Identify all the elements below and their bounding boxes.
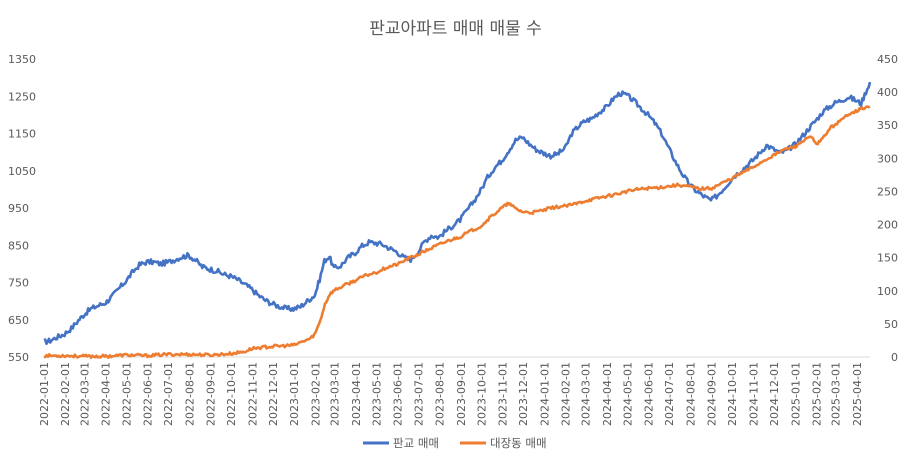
x-tick-label: 2023-11-01 — [497, 362, 510, 426]
chart-title: 판교아파트 매매 매물 수 — [369, 19, 542, 39]
x-tick-label: 2024-10-01 — [726, 362, 739, 426]
series-line-0 — [43, 81, 872, 346]
left-y-tick-label: 550 — [8, 351, 29, 364]
left-y-tick-label: 1050 — [8, 165, 36, 178]
x-tick-label: 2022-08-01 — [183, 362, 196, 426]
x-tick-label: 2023-06-01 — [392, 362, 405, 426]
x-tick-label: 2022-03-01 — [78, 362, 91, 426]
series-layer — [43, 81, 872, 360]
x-tick-label: 2025-02-01 — [811, 362, 824, 426]
right-y-tick-label: 100 — [877, 285, 898, 298]
x-tick-label: 2023-07-01 — [412, 362, 425, 426]
x-tick-label: 2022-06-01 — [142, 362, 155, 426]
x-tick-label: 2022-09-01 — [205, 362, 218, 426]
x-axis: 2022-01-01 2022-02-01 2022-03-01 2022-04-01… — [38, 356, 870, 426]
left-y-tick-label: 850 — [8, 239, 29, 252]
left-y-tick-label: 750 — [8, 277, 29, 290]
x-tick-label: 2023-02-01 — [309, 362, 322, 426]
x-tick-label: 2022-05-01 — [120, 362, 133, 426]
right-y-axis: 0 50 100 150 200 250 300 350 400 450 — [877, 53, 898, 364]
x-tick-label: 2022-07-01 — [162, 362, 175, 426]
x-tick-label: 2024-12-01 — [768, 362, 781, 426]
left-y-tick-label: 1150 — [8, 128, 36, 141]
x-tick-label: 2022-10-01 — [225, 362, 238, 426]
left-y-tick-label: 950 — [8, 202, 29, 215]
x-tick-label: 2025-01-01 — [789, 362, 802, 426]
x-tick-label: 2022-02-01 — [59, 362, 72, 426]
x-tick-label: 2022-04-01 — [100, 362, 113, 426]
x-tick-label: 2024-05-01 — [621, 362, 634, 426]
x-tick-label: 2025-03-01 — [830, 362, 843, 426]
x-tick-label: 2024-02-01 — [560, 362, 573, 426]
x-tick-label: 2023-12-01 — [517, 362, 530, 426]
right-y-tick-label: 200 — [877, 219, 898, 232]
x-tick-label: 2023-01-01 — [288, 362, 301, 426]
right-y-tick-label: 150 — [877, 252, 898, 265]
right-y-tick-label: 0 — [891, 351, 898, 364]
legend-label: 판교 매매 — [393, 436, 439, 450]
series-line-1 — [43, 105, 871, 360]
x-tick-label: 2023-10-01 — [475, 362, 488, 426]
x-tick-label: 2023-09-01 — [455, 362, 468, 426]
left-y-axis: 550 650 750 850 950 1050 1150 1250 1350 — [8, 53, 36, 364]
x-tick-label: 2025-04-01 — [851, 362, 864, 426]
x-tick-label: 2024-03-01 — [580, 362, 593, 426]
x-tick-label: 2023-05-01 — [370, 362, 383, 426]
x-tick-label: 2024-06-01 — [643, 362, 656, 426]
right-y-tick-label: 450 — [877, 53, 898, 66]
right-y-tick-label: 50 — [884, 318, 898, 331]
legend-label: 대장동 매매 — [490, 436, 547, 450]
x-tick-label: 2024-07-01 — [663, 362, 676, 426]
right-y-tick-label: 250 — [877, 185, 898, 198]
left-y-tick-label: 650 — [8, 314, 29, 327]
right-y-tick-label: 400 — [877, 86, 898, 99]
right-y-tick-label: 350 — [877, 119, 898, 132]
left-y-tick-label: 1350 — [8, 53, 36, 66]
x-tick-label: 2023-03-01 — [329, 362, 342, 426]
right-y-tick-label: 300 — [877, 152, 898, 165]
x-tick-label: 2024-01-01 — [538, 362, 551, 426]
x-tick-label: 2022-01-01 — [38, 362, 51, 426]
x-tick-label: 2024-09-01 — [706, 362, 719, 426]
x-tick-label: 2022-12-01 — [267, 362, 280, 426]
x-tick-label: 2023-04-01 — [350, 362, 363, 426]
legend: 판교 매매 대장동 매매 — [363, 436, 547, 450]
left-y-tick-label: 1250 — [8, 90, 36, 103]
x-tick-label: 2024-11-01 — [747, 362, 760, 426]
x-tick-label: 2022-11-01 — [246, 362, 259, 426]
x-tick-label: 2023-08-01 — [434, 362, 447, 426]
x-tick-label: 2024-08-01 — [684, 362, 697, 426]
x-tick-label: 2024-04-01 — [601, 362, 614, 426]
